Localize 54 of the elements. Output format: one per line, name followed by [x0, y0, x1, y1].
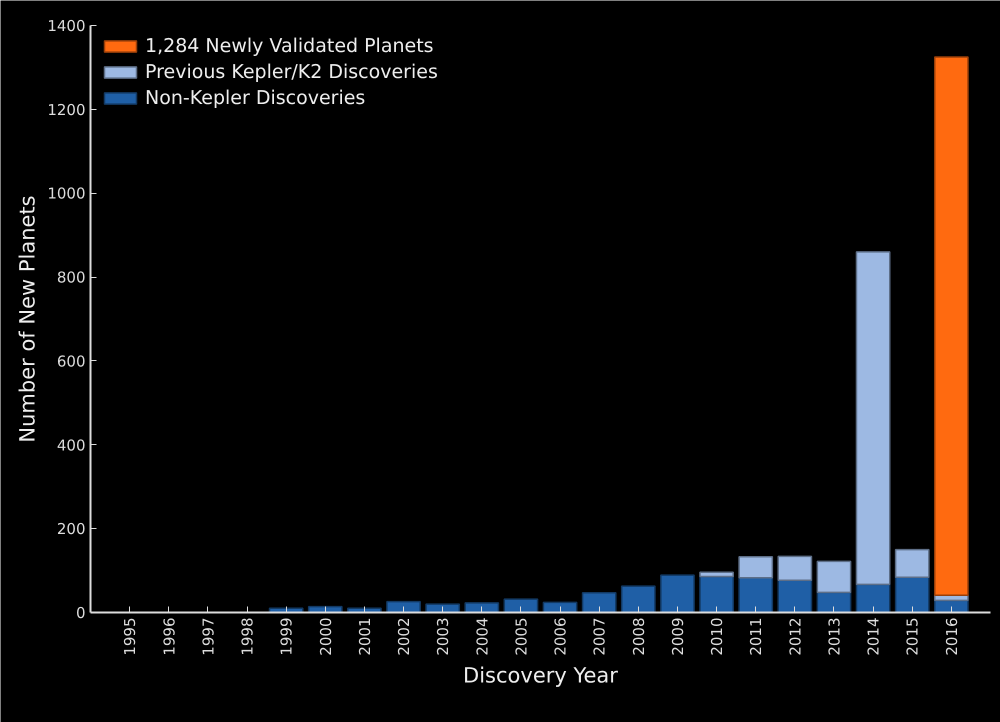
legend-label: 1,284 Newly Validated Planets: [145, 35, 434, 57]
bar: [856, 251, 890, 586]
bar: [386, 600, 421, 612]
x-tick-label: 2013: [825, 617, 844, 656]
x-tick-label: 2004: [473, 617, 492, 656]
x-tick-label: 1996: [160, 617, 178, 656]
legend-label: Non-Kepler Discoveries: [145, 87, 366, 109]
bar: [856, 584, 890, 612]
x-tick-label: 2009: [668, 617, 687, 656]
x-tick-label: 2012: [786, 617, 804, 656]
legend-label: Previous Kepler/K2 Discoveries: [145, 61, 438, 83]
x-tick-label: 2002: [395, 617, 414, 656]
x-tick-label: 2005: [512, 617, 530, 656]
bar: [582, 592, 617, 612]
x-tick-label: 2007: [590, 617, 609, 656]
bar: [699, 576, 734, 612]
x-tick-label: 2001: [356, 617, 374, 656]
x-tick-label: 2016: [942, 617, 961, 656]
bar: [934, 56, 969, 596]
y-tick-label: 600: [56, 352, 86, 370]
y-tick-label: 1400: [47, 17, 86, 35]
x-tick-label: 2014: [864, 617, 883, 656]
bar: [894, 548, 930, 578]
y-tick-label: 200: [56, 520, 86, 538]
y-tick-label: 1000: [47, 184, 86, 203]
bar: [777, 579, 812, 612]
bar: [620, 585, 656, 612]
bar: [464, 602, 500, 612]
x-tick-label: 2000: [316, 617, 335, 656]
bar: [816, 560, 852, 594]
x-axis-title: Discovery Year: [463, 664, 618, 688]
bar: [660, 574, 695, 612]
bar: [504, 598, 538, 612]
bar: [699, 572, 734, 578]
x-tick-label: 1997: [199, 617, 218, 656]
y-tick-label: 400: [56, 436, 86, 454]
bar: [777, 556, 812, 581]
y-tick-label: 1200: [47, 100, 86, 119]
y-tick-label: 0: [76, 604, 86, 622]
bar: [542, 602, 578, 612]
x-tick-label: 2008: [630, 617, 648, 656]
x-tick-label: 2015: [904, 617, 922, 656]
x-tick-label: 2006: [552, 617, 570, 656]
x-tick-label: 1995: [121, 617, 140, 656]
x-tick-label: 2011: [747, 617, 766, 656]
bar: [738, 556, 774, 578]
y-axis-title: Number of New Planets: [15, 195, 40, 443]
bar: [894, 576, 930, 612]
bar: [738, 576, 774, 612]
x-tick-label: 2010: [708, 617, 726, 656]
y-tick-label: 800: [56, 268, 86, 287]
x-tick-label: 1998: [238, 617, 257, 656]
x-tick-label: 2003: [434, 617, 452, 656]
x-tick-label: 1999: [278, 617, 296, 656]
